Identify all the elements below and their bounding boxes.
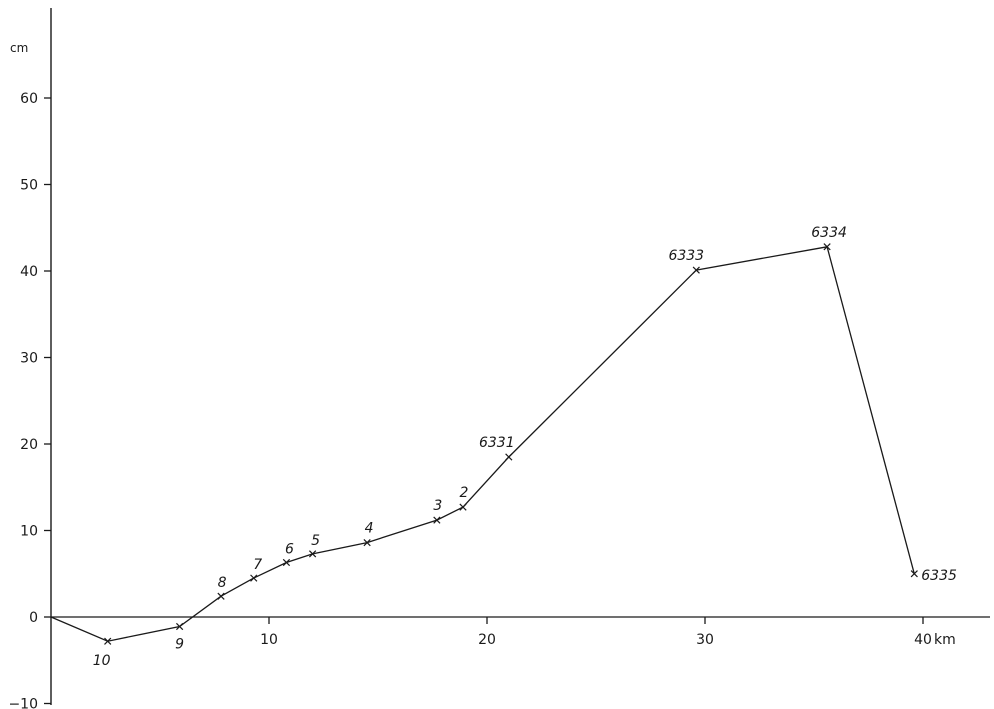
y-ticks: −10 0 10 20 30 40 50 60 (8, 91, 51, 709)
y-tick-label: 10 (20, 524, 38, 540)
point-marker (459, 503, 467, 511)
y-tick-label: 40 (20, 264, 38, 280)
point-marker (823, 243, 831, 251)
point-marker (175, 622, 184, 631)
x-tick-label: 40 (914, 632, 932, 648)
point-label: 4 (365, 521, 374, 537)
point-marker (217, 592, 225, 600)
point-marker (104, 637, 112, 645)
point-marker (250, 574, 258, 582)
y-tick-label: 20 (20, 437, 38, 453)
point-label: 8 (218, 575, 227, 591)
y-tick-label: 50 (20, 178, 38, 194)
point-label: 5 (311, 533, 320, 549)
point-marker (505, 453, 513, 461)
x-tick-label: 20 (478, 632, 496, 648)
point-marker (363, 538, 371, 547)
point-label: 6335 (921, 568, 957, 584)
point-label: 6331 (479, 435, 515, 451)
point-label: 2 (460, 485, 469, 501)
series: 10 9 8 7 6 5 4 3 2 6331 6333 6334 6335 (50, 225, 957, 669)
x-ticks: 10 20 30 40 (260, 617, 932, 648)
y-tick-label: 60 (20, 91, 38, 107)
point-label: 6334 (811, 225, 847, 241)
point-label: 9 (175, 637, 184, 653)
point-marker (692, 266, 700, 274)
y-tick-label: 0 (29, 610, 38, 626)
point-label: 6333 (668, 248, 704, 264)
x-tick-label: 30 (696, 632, 714, 648)
point-label: 3 (433, 498, 442, 514)
point-marker (282, 558, 291, 567)
point-label: 6 (285, 542, 294, 558)
point-label: 7 (253, 557, 262, 573)
point-marker (433, 516, 441, 524)
y-unit-label: cm (10, 41, 28, 55)
y-tick-label: 30 (20, 351, 38, 367)
point-label: 10 (93, 653, 111, 669)
x-tick-label: 10 (260, 632, 278, 648)
y-tick-label: −10 (8, 697, 38, 709)
point-marker (910, 570, 918, 578)
point-marker (308, 550, 317, 558)
x-unit-label: km (934, 632, 956, 648)
series-line (50, 246, 915, 642)
